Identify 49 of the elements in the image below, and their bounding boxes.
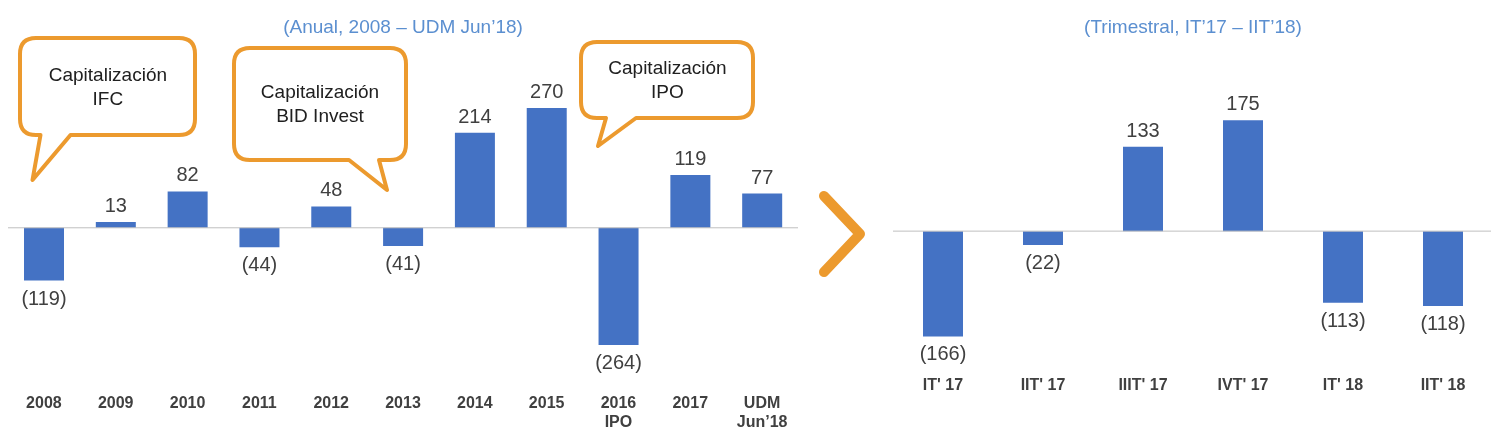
data-label: 133 (1126, 118, 1160, 141)
x-tick-label: 2013 (385, 394, 421, 411)
bar (24, 227, 64, 281)
data-label: (113) (1320, 308, 1366, 331)
bar (239, 227, 280, 248)
bar (383, 227, 424, 246)
chart-title: (Anual, 2008 – UDM Jun’18) (282, 16, 524, 38)
bar (526, 107, 567, 228)
data-label: 48 (320, 178, 343, 201)
bar (670, 174, 711, 228)
data-label: 270 (530, 79, 564, 102)
data-label: (166) (919, 342, 967, 365)
x-tick-label: 2011 (242, 394, 277, 411)
x-tick-label: UDM Jun’18 (736, 394, 788, 430)
data-label: 119 (674, 146, 707, 169)
bar (454, 132, 495, 228)
chart-title: (Trimestral, IT’17 – IIT’18) (1083, 16, 1303, 38)
data-label: (119) (21, 286, 67, 309)
annotation: Capitalización IFC (47, 62, 169, 111)
x-tick-label: 2008 (26, 394, 62, 411)
x-tick-label: IIT' 18 (1420, 376, 1466, 393)
data-label: 82 (176, 163, 199, 186)
annotation: Capitalización BID Invest (259, 80, 381, 128)
data-label: (22) (1025, 251, 1061, 274)
x-tick-label: 2009 (97, 394, 134, 411)
x-tick-label: IVT' 17 (1217, 376, 1269, 393)
data-label: (118) (1420, 311, 1466, 334)
x-tick-label: IT' 18 (1322, 376, 1364, 393)
data-label: (264) (595, 350, 642, 373)
data-label: 214 (458, 104, 492, 127)
x-tick-label: IT' 17 (922, 376, 964, 393)
text: Capitalización IPO (607, 56, 728, 104)
x-tick-label: IIIT' 17 (1118, 376, 1168, 393)
x-tick-label: 2010 (169, 394, 206, 411)
data-label: 77 (751, 165, 774, 188)
x-tick-label: 2012 (313, 394, 350, 411)
data-label: 13 (104, 194, 127, 217)
x-tick-label: IIT' 17 (1020, 376, 1066, 393)
x-tick-label: 2015 (528, 394, 565, 411)
data-label: (44) (241, 253, 278, 276)
bar (742, 193, 783, 228)
x-tick-label: 2017 (672, 394, 709, 411)
bar (598, 227, 639, 345)
data-label: 175 (1226, 92, 1260, 115)
bar (167, 191, 208, 228)
x-tick-label: 2014 (457, 394, 493, 411)
x-tick-label: 2016 IPO (600, 394, 637, 430)
data-label: (41) (385, 251, 421, 274)
bar (311, 206, 352, 228)
